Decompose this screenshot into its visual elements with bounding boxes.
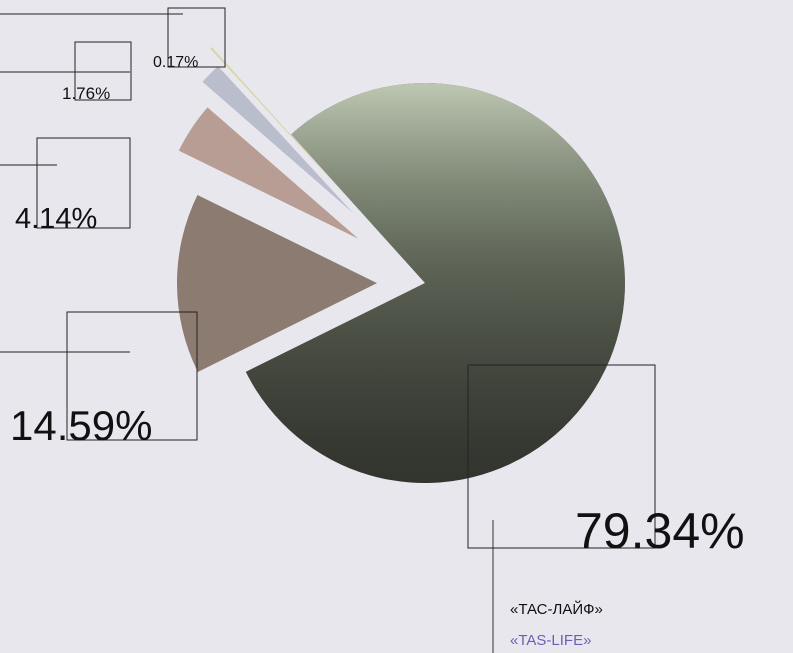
value-label: 4.14%	[15, 203, 97, 235]
pie-slice	[210, 47, 346, 196]
value-label: 0.17%	[153, 54, 198, 71]
label-frame	[167, 7, 226, 68]
label-frame	[66, 311, 198, 441]
label-frame	[36, 137, 131, 229]
legend-label: «ТАС-ЛАЙФ»	[510, 600, 603, 618]
label-frame	[74, 41, 132, 101]
pie-slice	[202, 66, 354, 214]
value-label: 14.59%	[10, 402, 152, 449]
label-frame	[467, 364, 656, 549]
legend-label: «TAS-LIFE»	[510, 632, 591, 649]
value-label: 79.34%	[575, 503, 745, 559]
slice-shade	[245, 82, 625, 483]
value-label: 1.76%	[62, 84, 110, 103]
pie-slice	[178, 107, 359, 239]
pie-slice	[177, 194, 378, 372]
